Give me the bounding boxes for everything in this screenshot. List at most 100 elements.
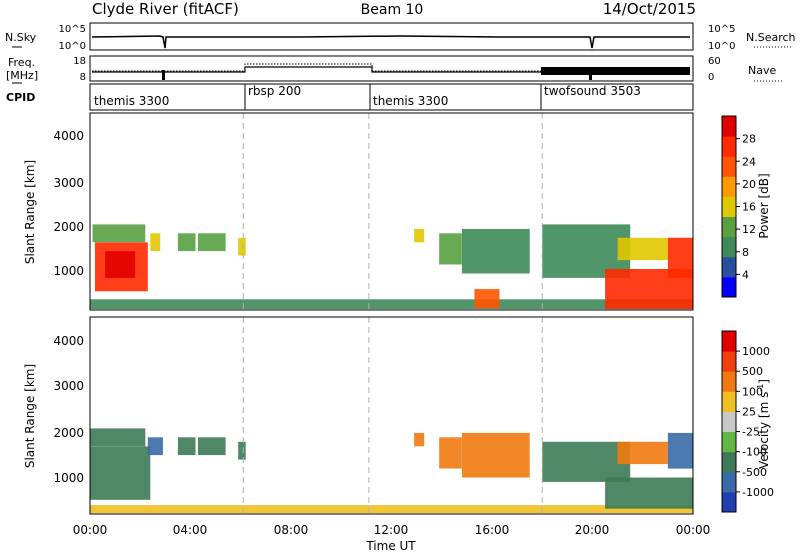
colorbar-tick-label: -1000 <box>742 486 774 499</box>
noise-right-label: N.Search <box>746 31 796 44</box>
colorbar-tick-label: 24 <box>742 155 756 168</box>
scatter-cell <box>461 228 530 274</box>
freq-left-tick-top: 18 <box>73 56 86 67</box>
xtick-2000: 20:00 <box>575 523 610 537</box>
cpid-segment-2: rbsp 200 <box>248 84 301 98</box>
velocity-ytick-4000: 4000 <box>53 334 84 348</box>
scatter-cell <box>542 224 631 278</box>
noise-panel: N.Sky 10^5 10^0 10^5 10^0 N.Search <box>5 22 796 52</box>
cpid-segment-3: themis 3300 <box>373 94 448 108</box>
colorbar-swatch <box>722 136 736 157</box>
colorbar-tick-label: 1000 <box>742 345 770 358</box>
scatter-cell <box>474 289 500 309</box>
colorbar-swatch <box>722 351 736 372</box>
freq-right-tick-bottom: 0 <box>708 72 714 83</box>
freq-panel: Freq. [MHz] 18 8 60 0 Nave <box>6 55 784 84</box>
colorbar-tick-label: 4 <box>742 268 749 281</box>
colorbar-swatch <box>722 216 736 238</box>
velocity-ytick-1000: 1000 <box>53 471 84 485</box>
power-ytick-1000: 1000 <box>53 264 84 278</box>
colorbar-tick-label: 100 <box>742 385 763 398</box>
power-colorbar: Power [dB] 28 24 20 16 12 8 4 <box>721 115 771 298</box>
scatter-cell <box>617 441 668 465</box>
colorbar-tick-label: 12 <box>742 223 756 236</box>
scatter-cell <box>90 505 693 514</box>
colorbar-swatch <box>722 411 736 432</box>
colorbar-swatch <box>722 491 736 513</box>
scatter-cell <box>238 441 246 460</box>
power-ytick-4000: 4000 <box>53 129 84 143</box>
scatter-cell <box>238 237 246 256</box>
nave-dense-block <box>541 67 690 75</box>
colorbar-tick-label: -100 <box>742 446 767 459</box>
scatter-cell <box>90 428 146 447</box>
velocity-cells <box>90 317 693 514</box>
colorbar-swatch <box>722 156 736 177</box>
noise-right-tick-top: 10^5 <box>708 24 735 35</box>
scatter-cell <box>92 224 146 243</box>
scatter-cell <box>461 432 530 478</box>
noise-left-tick-bottom: 10^0 <box>59 41 86 52</box>
freq-left-tick-bottom: 8 <box>80 72 86 83</box>
xlabel: Time UT <box>365 539 416 553</box>
noise-sky-line <box>91 35 690 49</box>
cpid-label: CPID <box>6 91 35 104</box>
scatter-cell <box>198 437 226 456</box>
scatter-cell <box>617 237 668 261</box>
noise-right-tick-bottom: 10^0 <box>708 41 735 52</box>
scatter-cell <box>105 251 136 278</box>
cpid-segment-4: twofsound 3503 <box>544 84 641 98</box>
scatter-cell <box>147 437 163 456</box>
beam-label: Beam 10 <box>361 2 424 18</box>
colorbar-swatch <box>722 391 736 412</box>
cpid-panel: CPID themis 3300 rbsp 200 themis 3300 tw… <box>6 83 694 111</box>
scatter-cell <box>177 233 196 252</box>
colorbar-swatch <box>722 471 736 493</box>
noise-left-label: N.Sky <box>5 31 37 44</box>
colorbar-tick-label: 16 <box>742 201 756 214</box>
colorbar-swatch <box>722 431 736 453</box>
scatter-cell <box>439 437 462 469</box>
figure-title: Clyde River (fitACF) <box>92 0 239 18</box>
colorbar-tick-label: 500 <box>742 365 763 378</box>
velocity-ytick-2000: 2000 <box>53 426 84 440</box>
colorbar-swatch <box>722 236 736 258</box>
xtick-0400: 04:00 <box>173 523 208 537</box>
freq-right-tick-top: 60 <box>708 56 721 67</box>
noise-left-tick-top: 10^5 <box>59 24 86 35</box>
colorbar-swatch <box>722 371 736 392</box>
scatter-cell <box>150 233 161 252</box>
scatter-cell <box>605 269 693 310</box>
colorbar-swatch <box>722 276 736 298</box>
scatter-cell <box>605 477 693 509</box>
colorbar-swatch <box>722 116 736 137</box>
scatter-cell <box>414 228 425 243</box>
scatter-cell <box>414 432 425 447</box>
velocity-ytick-3000: 3000 <box>53 379 84 393</box>
power-ytick-2000: 2000 <box>53 220 84 234</box>
cpid-segment-1: themis 3300 <box>94 94 169 108</box>
scatter-cell <box>542 441 631 482</box>
velocity-panel: Slant Range [km] 1000 2000 3000 4000 00:… <box>23 316 711 553</box>
colorbar-tick-label: 20 <box>742 178 756 191</box>
power-panel: Slant Range [km] 1000 2000 3000 4000 <box>23 112 694 311</box>
nave-line <box>92 63 690 72</box>
colorbar-tick-label: 25 <box>742 405 756 418</box>
power-ylabel: Slant Range [km] <box>23 160 37 264</box>
colorbar-tick-label: 28 <box>742 133 756 146</box>
xtick-2400: 00:00 <box>676 523 711 537</box>
colorbar-swatch <box>722 176 736 197</box>
scatter-cell <box>667 432 693 469</box>
power-cells <box>90 113 693 310</box>
scatter-cell <box>90 446 151 500</box>
colorbar-swatch <box>722 331 736 352</box>
xtick-0800: 08:00 <box>274 523 309 537</box>
colorbar-tick-label: -25 <box>742 426 760 439</box>
date-label: 14/Oct/2015 <box>603 0 696 18</box>
velocity-colorbar: Velocity [m s-1] 1000 500 100 25 -25 -100 -500… <box>721 330 774 513</box>
freq-left-label-top: Freq. <box>8 56 35 69</box>
xtick-1200: 12:00 <box>374 523 409 537</box>
colorbar-swatch <box>722 451 736 473</box>
colorbar-tick-label: -500 <box>742 466 767 479</box>
